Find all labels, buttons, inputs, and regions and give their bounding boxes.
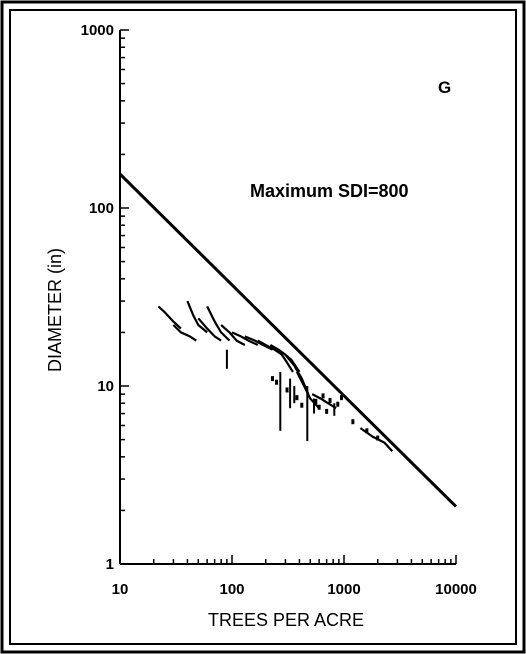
stand-trajectory — [157, 305, 182, 330]
data-point — [351, 419, 355, 425]
plot-marks — [118, 173, 458, 508]
stand-trajectory — [220, 324, 246, 346]
stand-trajectory — [311, 393, 337, 410]
x-tick-label: 10 — [112, 581, 129, 598]
max-sdi-line — [118, 173, 458, 508]
stand-trajectory — [269, 344, 294, 373]
data-point — [314, 398, 318, 404]
data-point — [271, 376, 275, 382]
stand-trajectory — [197, 317, 222, 342]
x-tick-label: 10000 — [435, 581, 477, 598]
max-sdi-annotation: Maximum SDI=800 — [250, 181, 409, 201]
y-tick-label: 100 — [89, 200, 114, 217]
data-point — [275, 379, 279, 385]
stand-trajectory — [244, 335, 273, 351]
y-tick-labels: 1 10 100 1000 — [81, 22, 114, 573]
data-point — [317, 404, 321, 410]
data-point — [295, 395, 299, 401]
stand-trajectory — [257, 339, 283, 356]
x-tick-label: 1000 — [327, 581, 360, 598]
inner-frame — [9, 9, 517, 645]
x-tick-labels: 10 100 1000 10000 — [112, 581, 477, 598]
y-ticks — [120, 29, 129, 565]
data-point — [328, 397, 332, 403]
x-ticks — [119, 555, 457, 564]
y-tick-label: 1 — [106, 556, 114, 573]
data-point — [325, 408, 329, 414]
panel-label: G — [438, 78, 451, 97]
stand-trajectory — [231, 331, 259, 346]
stand-trajectory — [206, 305, 231, 342]
data-point — [300, 402, 304, 408]
data-point — [321, 393, 325, 399]
x-axis-title: TREES PER ACRE — [208, 610, 364, 630]
data-point — [365, 428, 369, 434]
y-axis-title: DIAMETER (in) — [45, 248, 65, 372]
stand-trajectory — [172, 324, 197, 342]
stand-trajectory — [186, 300, 208, 334]
data-point — [376, 435, 380, 441]
y-tick-label: 1000 — [81, 22, 114, 39]
data-point — [336, 401, 340, 407]
x-tick-label: 100 — [219, 581, 244, 598]
data-point — [285, 387, 289, 393]
y-tick-label: 10 — [97, 378, 114, 395]
data-point — [340, 395, 344, 401]
